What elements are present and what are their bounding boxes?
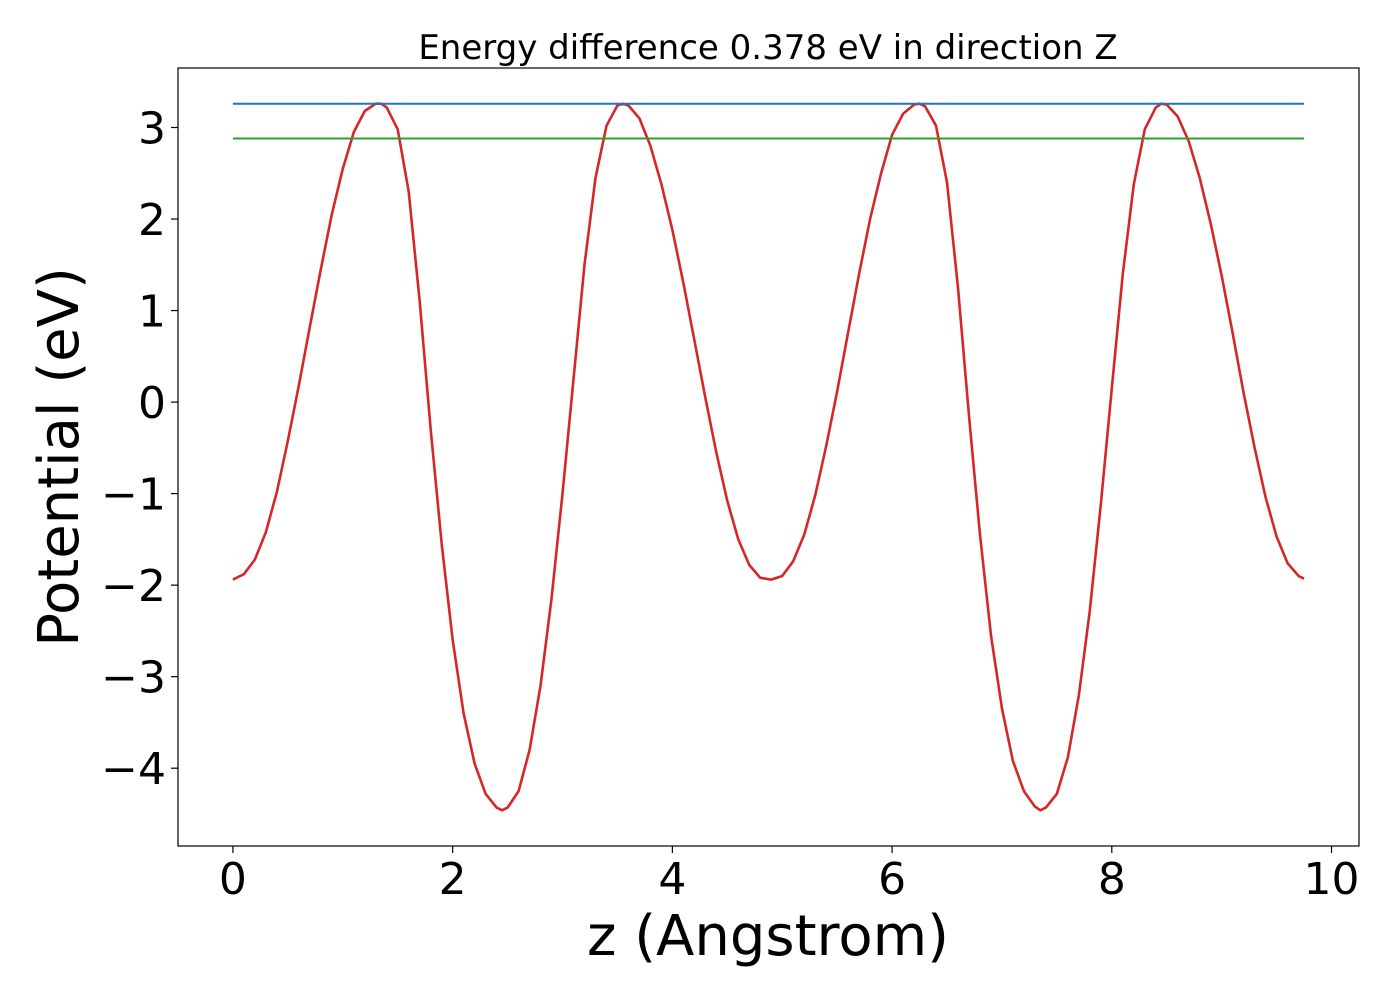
- x-tick-label: 0: [219, 854, 247, 905]
- y-axis: −4 −3 −2 −1 0 1 2 3: [101, 103, 178, 795]
- chart-title: Energy difference 0.378 eV in direction …: [418, 28, 1117, 68]
- x-tick-label: 10: [1304, 854, 1360, 905]
- axes-frame: [177, 67, 1360, 847]
- x-axis: 0 2 4 6 8 10: [219, 846, 1360, 905]
- x-tick-label: 4: [658, 854, 686, 905]
- x-tick-label: 8: [1098, 854, 1126, 905]
- x-tick-label: 2: [439, 854, 467, 905]
- y-tick-label: −1: [101, 470, 166, 521]
- y-tick-label: 2: [138, 195, 166, 246]
- y-tick-label: −2: [101, 561, 166, 612]
- y-tick-label: 0: [138, 378, 166, 429]
- y-axis-label: Potential (eV): [27, 267, 92, 647]
- x-tick-label: 6: [878, 854, 906, 905]
- plot-area: [232, 102, 1305, 812]
- y-tick-label: 1: [138, 287, 166, 338]
- y-tick-label: −3: [101, 653, 166, 704]
- y-tick-label: 3: [138, 103, 166, 154]
- x-axis-label: z (Angstrom): [587, 904, 949, 969]
- y-tick-label: −4: [101, 744, 166, 795]
- series-line-0: [232, 102, 1305, 812]
